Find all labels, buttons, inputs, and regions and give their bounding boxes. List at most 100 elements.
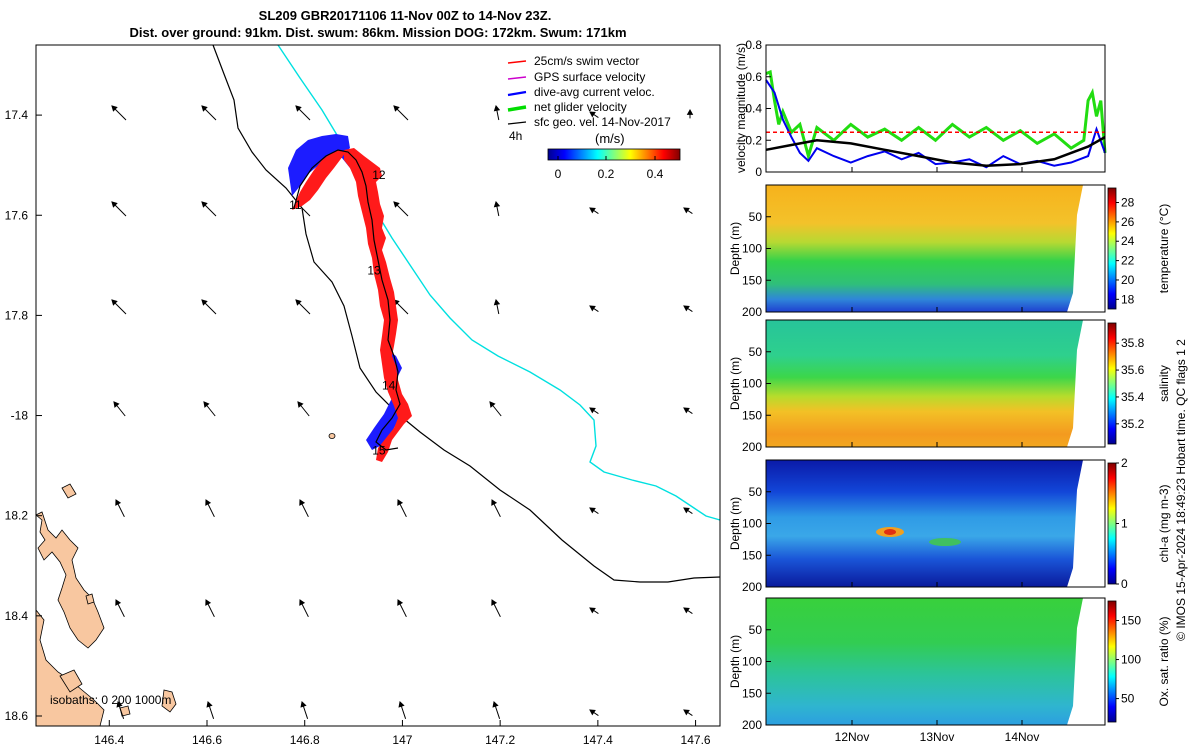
colorbar-tick-label: 0	[555, 167, 562, 181]
velocity-ylabel: velocity magnitude (m/s)	[734, 43, 748, 173]
velocity-arrow	[201, 105, 217, 121]
map-x-tick-label: 147.6	[681, 733, 711, 747]
velocity-arrow	[115, 599, 125, 618]
velocity-y-tick-label: 0.4	[745, 102, 762, 116]
map-colorbar-ticks: 0 0.2 0.4	[555, 156, 664, 181]
glider-track-line	[293, 149, 401, 451]
velocity-y-tick-label: 0.8	[745, 38, 762, 52]
map-x-tick-label: 146.6	[192, 733, 222, 747]
map-colorbar	[547, 148, 681, 161]
small-island	[328, 433, 336, 439]
section-ylabel: Depth (m)	[728, 357, 742, 410]
velocity-line	[765, 136, 1106, 167]
map-y-axis: 17.4 17.6 17.8 -18 18.2 18.4 18.6	[5, 108, 42, 723]
legend-entry-net-glider-velocity: net glider velocity	[507, 100, 627, 114]
velocity-arrow	[206, 701, 215, 719]
time-tick-label: 12Nov	[835, 730, 870, 744]
isobaths-label: isobaths: 0 200 1000m	[50, 693, 171, 707]
colorbar-tick-label: 0.4	[647, 167, 664, 181]
legend-entry-dive-avg-current: dive-avg current veloc.	[507, 85, 655, 99]
map-y-tick-label: 17.8	[5, 308, 29, 322]
velocity-arrow	[299, 499, 309, 518]
depth-tick-label: 200	[742, 305, 762, 319]
section-colorbar-label: salinity	[1157, 365, 1171, 402]
velocity-arrow	[201, 201, 217, 217]
section-colorbar	[1107, 187, 1117, 310]
colorbar-tick-label: 24	[1121, 234, 1135, 248]
velocity-arrow	[397, 499, 407, 518]
depth-tick-label: 50	[749, 485, 763, 499]
copyright-note: © IMOS 15-Apr-2024 18:49:23 Hobart time.…	[1174, 339, 1188, 641]
depth-tick-label: 100	[742, 377, 762, 391]
velocity-arrow	[111, 105, 127, 121]
velocity-arrow	[295, 105, 311, 121]
isobath-200m	[212, 44, 721, 583]
map-y-tick-label: -18	[11, 409, 29, 423]
depth-tick-label: 150	[742, 408, 762, 422]
colorbar-tick-label: 50	[1121, 692, 1135, 706]
map-y-tick-label: 17.6	[5, 208, 29, 222]
section-field	[766, 320, 1083, 447]
section-field	[766, 598, 1083, 725]
velocity-arrow	[115, 499, 125, 518]
day-label: 13	[367, 263, 381, 277]
depth-tick-label: 150	[742, 686, 762, 700]
velocity-line	[765, 79, 1106, 169]
depth-tick-label: 50	[749, 623, 763, 637]
velocity-arrow	[111, 299, 127, 315]
section-colorbar	[1107, 600, 1117, 723]
section-ylabel: Depth (m)	[728, 497, 742, 550]
colorbar-tick-label: 0	[1121, 577, 1128, 591]
section-colorbar-label: Ox. sat. ratio (%)	[1157, 616, 1171, 706]
velocity-arrow	[589, 709, 599, 717]
depth-tick-label: 100	[742, 517, 762, 531]
velocity-arrow	[686, 108, 694, 119]
map-x-tick-label: 146.8	[290, 733, 320, 747]
legend-entry-swim-vector: 25cm/s swim vector	[507, 54, 639, 68]
velocity-arrow	[203, 401, 216, 417]
section-field	[766, 460, 1083, 587]
velocity-arrow	[113, 401, 126, 417]
velocity-arrow	[589, 111, 599, 119]
colorbar-tick-label: 18	[1121, 292, 1135, 306]
section-colorbar-label: chl-a (mg m-3)	[1157, 484, 1171, 562]
map-x-tick-label: 147.4	[583, 733, 613, 747]
time-axis: 12Nov 13Nov 14Nov	[835, 167, 1039, 744]
day-label: 15	[372, 444, 386, 458]
map-legend: 25cm/s swim vector GPS surface velocity …	[507, 54, 681, 181]
legend-4h-label: 4h	[509, 129, 522, 143]
svg-text:25cm/s swim vector: 25cm/s swim vector	[534, 54, 639, 68]
velocity-arrow	[683, 607, 693, 615]
velocity-arrow	[683, 207, 693, 215]
svg-text:sfc geo. vel. 14-Nov-2017: sfc geo. vel. 14-Nov-2017	[534, 115, 671, 129]
section-field	[766, 185, 1083, 312]
velocity-arrow	[111, 201, 127, 217]
legend-entry-sfc-geo-vel: sfc geo. vel. 14-Nov-2017	[507, 115, 671, 129]
colorbar-tick-label: 35.8	[1121, 336, 1145, 350]
chl-patch	[929, 538, 961, 546]
section-ylabel: Depth (m)	[728, 222, 742, 275]
colorbar-tick-label: 35.4	[1121, 390, 1145, 404]
colorbar-tick-label: 2	[1121, 456, 1128, 470]
depth-tick-label: 150	[742, 273, 762, 287]
velocity-arrow	[589, 607, 599, 615]
velocity-arrow	[116, 701, 125, 719]
velocity-arrow	[493, 104, 501, 121]
map-y-tick-label: 18.2	[5, 509, 29, 523]
depth-tick-label: 50	[749, 210, 763, 224]
velocity-arrow	[300, 701, 309, 719]
section-panel: 50 100 150 200 Depth (m) 18 20 22 24 26 28 temperat…	[728, 184, 1171, 319]
depth-tick-label: 200	[742, 580, 762, 594]
map-x-axis: 146.4 146.6 146.8 147 147.2 147.4 147.6	[94, 720, 711, 747]
colorbar-tick-label: 0.2	[598, 167, 615, 181]
chl-max-core	[884, 529, 896, 535]
legend-entry-gps-velocity: GPS surface velocity	[507, 70, 645, 84]
velocity-arrow	[491, 499, 501, 518]
colorbar-tick-label: 35.2	[1121, 417, 1145, 431]
map-frame	[35, 44, 721, 727]
velocity-arrow	[398, 701, 407, 719]
velocity-arrow	[493, 200, 501, 217]
